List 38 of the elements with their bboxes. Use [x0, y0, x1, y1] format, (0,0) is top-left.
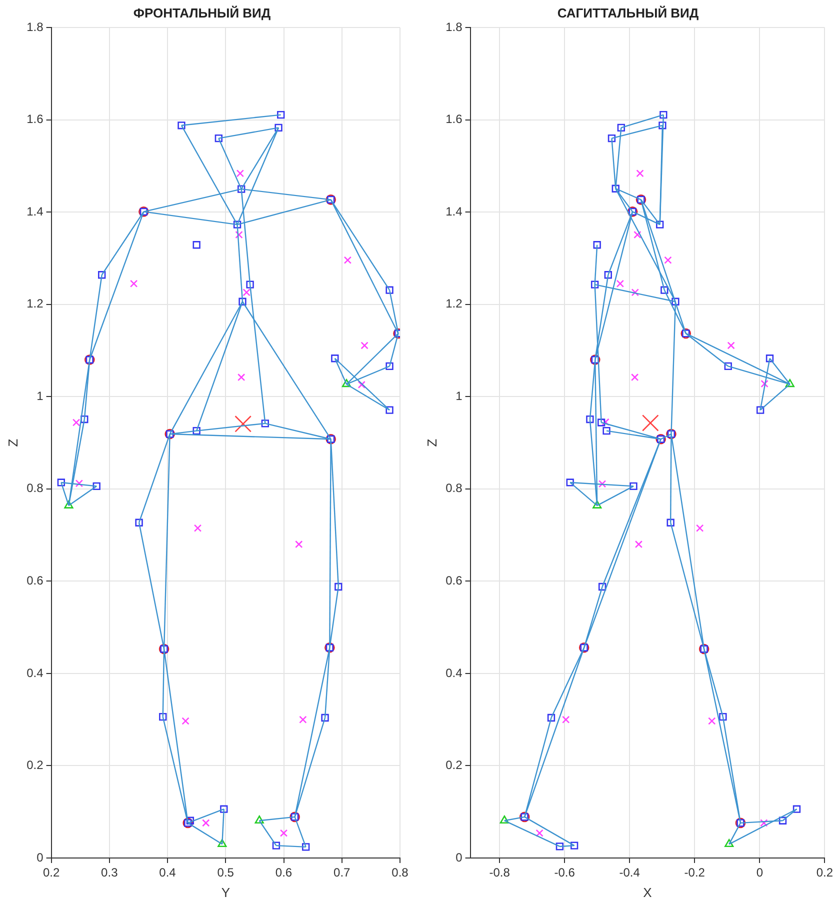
chart-title: САГИТТАЛЬНЫЙ ВИД: [557, 5, 700, 20]
y-tick-label: 0.6: [26, 574, 44, 588]
y-tick-label: 1.4: [26, 204, 44, 218]
y-tick-label: 0.2: [26, 758, 44, 772]
x-tick-label: -0.8: [489, 866, 510, 880]
y-tick-label: 1.6: [446, 112, 463, 126]
x-tick-label: 0.6: [275, 866, 292, 880]
y-tick-label: 1.2: [446, 296, 463, 311]
x-tick-label: 0.3: [101, 866, 118, 880]
y-axis-title: Z: [424, 438, 440, 447]
x-tick-label: 0.2: [816, 866, 834, 880]
y-tick-label: 1.6: [26, 112, 44, 126]
y-tick-label: 0.4: [26, 666, 44, 680]
y-tick-label: 1.8: [446, 20, 463, 34]
y-tick-label: 0.8: [26, 481, 44, 496]
y-tick-label: 0.6: [446, 574, 463, 588]
x-tick-label: -0.4: [619, 866, 640, 880]
y-tick-label: 0: [456, 850, 463, 864]
y-tick-label: 0.8: [446, 481, 463, 496]
chart-title: ФРОНТАЛЬНЫЙ ВИД: [133, 5, 272, 20]
x-tick-label: -0.6: [554, 866, 576, 880]
x-axis-title: X: [643, 884, 652, 900]
x-tick-label: 0.7: [334, 866, 351, 880]
x-tick-label: 0.8: [392, 866, 409, 880]
y-tick-label: 1.4: [446, 204, 463, 218]
y-tick-label: 0.2: [446, 758, 463, 772]
x-tick-label: 0.5: [217, 866, 234, 880]
y-axis-title: Z: [5, 438, 20, 447]
y-tick-label: 0.4: [446, 666, 463, 680]
y-tick-label: 1: [456, 388, 463, 403]
y-tick-label: 0: [36, 850, 44, 864]
x-tick-label: 0.4: [159, 866, 176, 880]
y-tick-label: 1: [36, 388, 44, 403]
x-axis-title: Y: [221, 884, 230, 900]
y-tick-label: 1.8: [26, 20, 44, 34]
x-tick-label: -0.2: [684, 866, 706, 880]
y-tick-label: 1.2: [26, 296, 44, 311]
x-tick-label: 0: [756, 866, 764, 880]
